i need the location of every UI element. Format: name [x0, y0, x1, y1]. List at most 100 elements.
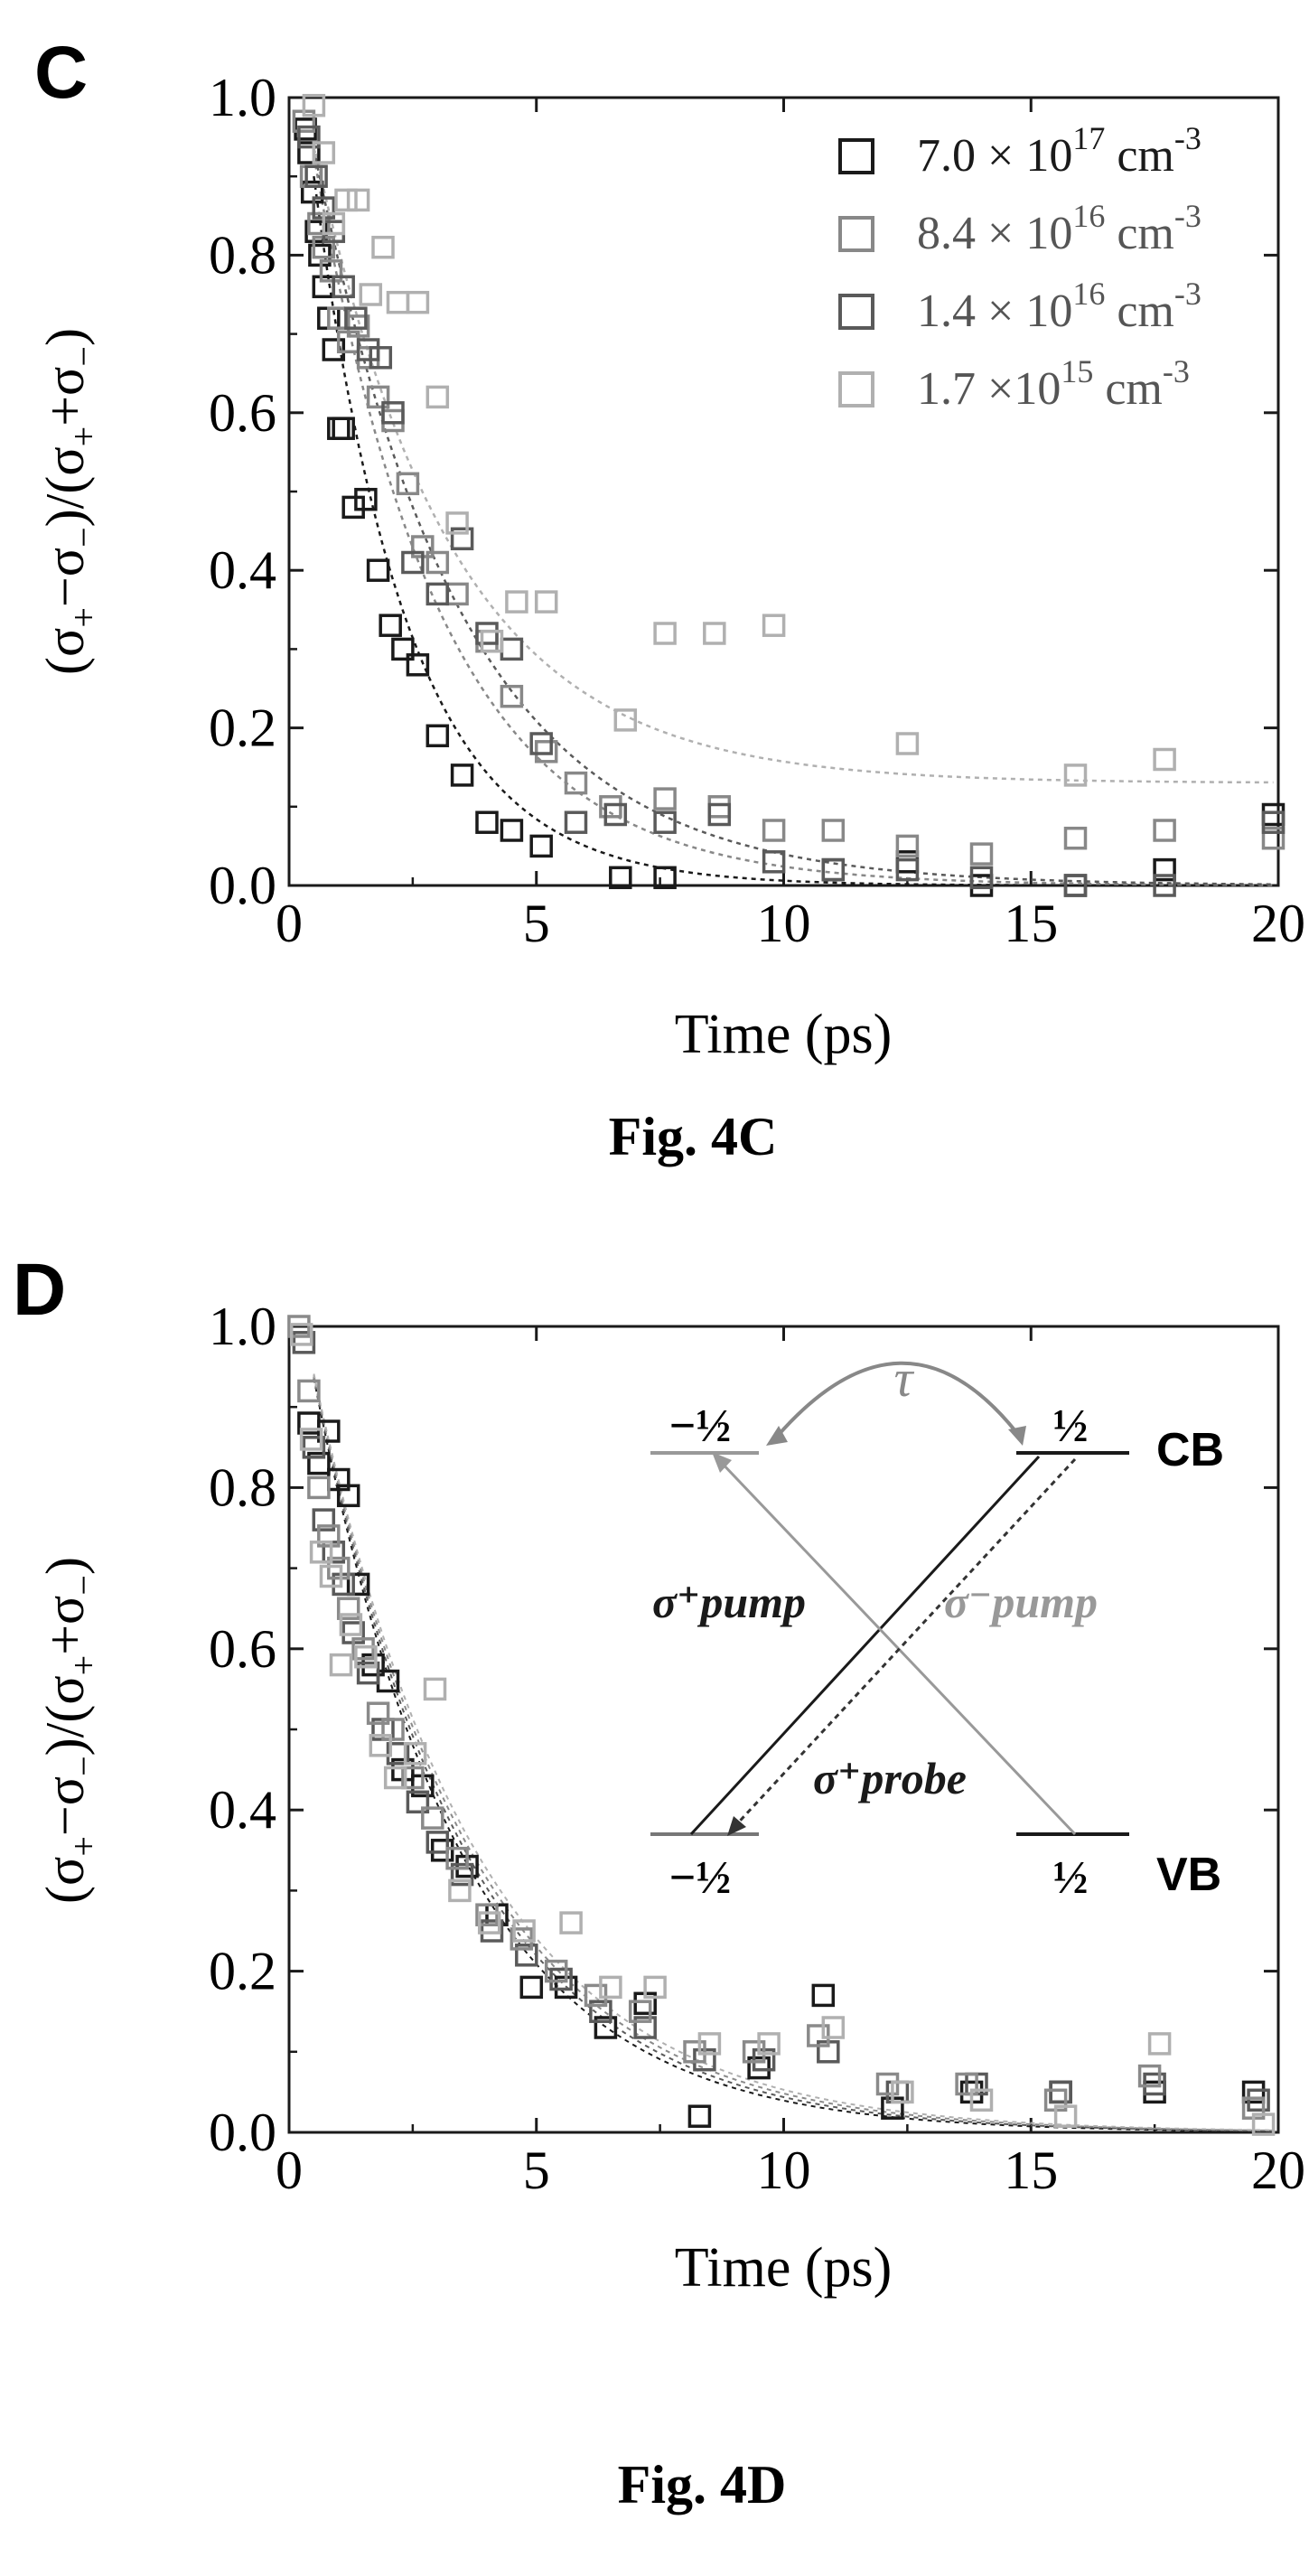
panel-d-point-s2 [875, 2072, 900, 2096]
panel-d-point-s2 [336, 1597, 360, 1620]
legend-label: 7.0 × 1017 cm-3 [917, 120, 1201, 182]
panel-d-xlabel: Time (ps) [675, 2237, 893, 2299]
cb-right-label: ½ [1053, 1400, 1089, 1452]
panel-d-point-s3 [423, 1677, 447, 1701]
cb-left-label: −½ [669, 1400, 732, 1452]
panel-c-fit-curve-2 [313, 147, 1274, 885]
panel-c-ytick-label: 0.6 [209, 383, 276, 443]
panel-d-point-s3 [319, 1564, 343, 1588]
panel-c-point-s3 [613, 708, 638, 732]
panel-c-xtick-label: 10 [757, 894, 811, 953]
panel-d-point-s0 [317, 1419, 341, 1443]
panel-d-point-s2 [584, 1983, 608, 2008]
panel-c-point-s1 [821, 819, 846, 842]
panel-c-point-s2 [969, 866, 994, 890]
panel-d-ytick-label: 0.0 [209, 2103, 276, 2162]
panel-c-xlabel: Time (ps) [675, 1004, 893, 1065]
panel-d-point-s2 [475, 1903, 499, 1926]
panel-c-point-s1 [396, 472, 420, 496]
panel-c-point-s1 [534, 740, 558, 763]
pump-plus-label: σ⁺pump [652, 1577, 806, 1627]
panel-d-point-s1 [1247, 2088, 1270, 2112]
panel-c-point-s2 [1153, 874, 1176, 897]
panel-c-point-s2 [450, 527, 474, 551]
panel-d-point-s1 [356, 1661, 380, 1685]
panel-d-point-s2 [742, 2040, 766, 2064]
panel-d-xtick-label: 15 [1004, 2140, 1058, 2200]
panel-c-point-s2 [475, 622, 499, 645]
panel-c-point-s2 [603, 802, 628, 827]
panel-d-point-s0 [811, 1983, 836, 2008]
panel-c-letter: C [34, 32, 88, 114]
panel-c-caption: Fig. 4C [609, 1107, 778, 1166]
panel-d-point-s0 [336, 1484, 360, 1508]
panel-d-ytick-label: 1.0 [209, 1297, 276, 1356]
panel-d-point-s2 [683, 2040, 706, 2064]
panel-d-fit-curve-3 [313, 1373, 1274, 2131]
panel-d-point-s2 [628, 2000, 652, 2023]
panel-c-legend: 7.0 × 1017 cm-3 8.4 × 1016 cm-3 1.4 × 1016… [838, 120, 1201, 415]
panel-d-point-s2 [287, 1315, 311, 1338]
panel-c-point-s3 [703, 622, 726, 645]
vb-label: VB [1156, 1849, 1221, 1901]
panel-c-point-s2 [381, 401, 405, 425]
panel-c-point-s3 [322, 211, 346, 236]
panel-d-point-s2 [307, 1475, 331, 1500]
panel-d-point-s2 [421, 1806, 444, 1830]
panel-c-point-s3 [505, 590, 528, 614]
panel-c-point-s3 [445, 511, 469, 535]
panel-d-point-s0 [307, 1451, 331, 1475]
tau-label: τ [894, 1349, 915, 1408]
panel-c-point-s2 [707, 802, 732, 827]
panel-d-ytick-label: 0.6 [209, 1619, 276, 1679]
panel-c-xtick-label: 20 [1251, 894, 1305, 953]
pump-minus-arrow [716, 1457, 1077, 1836]
panel-d-point-s3 [821, 2016, 846, 2039]
panel-c-point-s3 [406, 290, 430, 314]
panel-c-point-s3 [534, 590, 558, 614]
panel-c-point-s1 [1063, 826, 1088, 850]
panel-c-point-s1 [762, 819, 786, 842]
panel-c-point-s3 [653, 622, 677, 645]
panel-c-point-s2 [297, 125, 321, 149]
panel-d-point-s1 [312, 1508, 336, 1532]
panel-d-xtick-label: 10 [757, 2140, 811, 2200]
panel-d-point-s2 [955, 2072, 978, 2096]
panel-c-point-s0 [475, 810, 499, 834]
pump-minus-label: σ⁻pump [944, 1577, 1098, 1627]
panel-d-point-s2 [544, 1959, 568, 1983]
panel-d-point-s3 [599, 1975, 622, 2000]
panel-d-point-s3 [299, 1428, 323, 1451]
legend-swatch [838, 371, 874, 407]
panel-c-point-s2 [529, 732, 553, 755]
panel-c-point-s0 [406, 653, 430, 677]
panel-d-point-s1 [425, 1831, 450, 1854]
panel-c-point-s0 [425, 724, 450, 748]
panel-c-point-s3 [302, 93, 326, 117]
panel-c-point-s2 [344, 306, 368, 330]
panel-c-point-s0 [1153, 857, 1176, 882]
panel-d-point-s3 [339, 1613, 363, 1636]
panel-d-point-s2 [445, 1846, 469, 1870]
panel-c-fit-curve-0 [313, 175, 1274, 887]
panel-c-point-s0 [366, 558, 390, 582]
panel-c-point-s0 [500, 819, 524, 842]
vb-right-label: ½ [1053, 1852, 1089, 1904]
panel-c-point-s0 [609, 866, 632, 890]
panel-c-point-s0 [341, 495, 365, 520]
panel-d-point-s2 [327, 1556, 351, 1580]
panel-c-point-s2 [304, 164, 328, 188]
panel-c-point-s2 [1063, 874, 1088, 897]
panel-d-point-s2 [317, 1524, 341, 1548]
panel-d-point-s1 [515, 1944, 538, 1967]
panel-c-point-s0 [332, 417, 355, 440]
panel-c-point-s1 [895, 834, 920, 858]
panel-c-point-s1 [500, 684, 524, 708]
panel-c-point-s1 [599, 795, 622, 819]
panel-d-point-s3 [1053, 2104, 1078, 2128]
panel-d-point-s3 [354, 1644, 378, 1669]
panel-d-point-s1 [406, 1790, 430, 1814]
panel-d-point-s3 [697, 2032, 722, 2056]
legend-label: 1.4 × 1016 cm-3 [917, 276, 1201, 337]
